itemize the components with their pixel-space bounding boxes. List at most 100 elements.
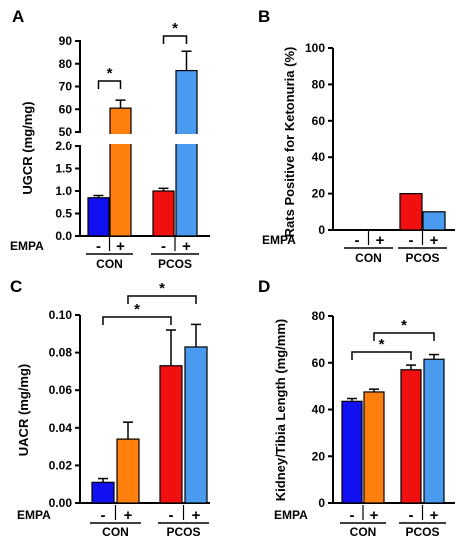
y-tick-label: 0.04 [49,421,73,435]
bar [87,197,110,237]
y-tick-label: 0.00 [49,496,73,510]
y-tick-label: 20 [312,449,326,463]
significance-star: * [134,301,140,318]
group-label: PCOS [166,525,200,539]
group-label: PCOS [405,525,439,539]
significance-bracket [102,316,172,325]
significance-bracket [127,295,197,304]
group-label: CON [102,525,129,539]
bar [423,358,445,504]
group-label: PCOS [405,251,439,265]
treatment-sign: - [96,238,101,255]
treatment-sign: + [430,232,439,249]
treatment-sign: - [350,507,355,524]
x-categories-a: EMPA - + - +CON PCOS [10,236,199,271]
panel-d: D Kidney/Tibia Length (mg/mm) 020406080 … [258,277,455,539]
axis-break-gap-a [70,134,220,144]
panel-c: C UACR (mg/mg) 0.000.020.040.060.080.10 … [10,277,210,539]
y-tick-label: 70 [59,80,73,94]
bars-b [399,193,446,231]
x-categories-c: EMPA - + - +CON PCOS [17,505,209,539]
y-tick-label: 0.5 [55,207,72,221]
y-tick-label: 80 [312,309,326,323]
y-axis-label-c: UACR (mg/mg) [16,364,31,456]
treatment-sign: + [376,232,385,249]
significance-a: ** [97,20,188,89]
significance-c: ** [102,280,197,325]
bar [400,369,422,504]
panel-label-c: C [10,277,22,296]
y-axis-label-d: Kidney/Tibia Length (mg/mm) [273,319,288,502]
y-ticks-d: 0 20 40 60 80 [312,309,333,510]
y-tick-label: 0.10 [49,308,73,322]
y-tick-label: 40 [312,403,326,417]
bars-d [341,353,445,504]
y-tick-label: 0.06 [49,383,73,397]
bar [422,211,446,231]
significance-d: ** [351,317,435,360]
treatment-label: EMPA [262,233,296,247]
y-tick-label: 60 [312,356,326,370]
y-tick-label: 80 [312,77,326,91]
x-categories-d: EMPA - + - +CON PCOS [274,505,446,539]
y-tick-label: 60 [59,102,73,116]
bar [341,400,363,504]
treatment-sign: - [409,507,414,524]
significance-bracket [351,351,412,360]
treatment-sign: + [124,507,133,524]
y-tick-label: 20 [312,187,326,201]
y-axis-label-a: UGCR (mg/mg) [20,101,35,194]
treatment-sign: - [101,507,106,524]
treatment-sign: + [116,238,125,255]
treatment-label: EMPA [10,239,44,253]
y-tick-label: 40 [312,150,326,164]
y-tick-label: 0.02 [49,458,73,472]
y-axis-label-b: Rats Positive for Ketonuria (%) [282,47,297,238]
treatment-sign: - [409,232,414,249]
treatment-sign: + [182,238,191,255]
bar [175,69,198,237]
significance-star: * [401,317,407,334]
treatment-sign: - [161,238,166,255]
panel-b: B Rats Positive for Ketonuria (%) 0 20 40 6… [258,7,455,265]
panel-label-b: B [258,7,270,26]
y-tick-label: 0 [318,223,325,237]
treatment-sign: - [169,507,174,524]
y-tick-label: 50 [59,125,73,139]
y-tick-label: 60 [312,114,326,128]
y-tick-label: 80 [59,57,73,71]
bar [159,365,183,504]
y-tick-label: 2.0 [55,139,72,153]
group-label: CON [355,251,382,265]
y-tick-label: 1.5 [55,162,72,176]
y-ticks-b: 0 20 40 60 80 100 [305,41,333,237]
y-tick-label: 100 [305,41,325,55]
y-tick-label: 0.08 [49,346,73,360]
panel-label-d: D [258,277,270,296]
significance-bracket [373,332,435,341]
x-categories-b: EMPA - + - +CON PCOS [262,230,447,265]
panel-a: A UGCR (mg/mg) 50 60 70 80 90 0.0 0.5 1.0 1.5 2.0… [10,7,220,271]
y-ticks-c: 0.00 0.02 0.04 0.06 0.08 0.10 [49,308,80,510]
significance-bracket [97,80,122,89]
bar [399,193,423,231]
bar [91,481,115,504]
treatment-sign: + [430,507,439,524]
treatment-sign: + [370,507,379,524]
bar [363,391,385,504]
y-tick-label: 0 [318,496,325,510]
y-ticks-a: 50 60 70 80 90 0.0 0.5 1.0 1.5 2.0 [55,34,80,243]
bar [116,438,140,504]
treatment-label: EMPA [17,508,51,522]
y-tick-label: 0.0 [55,229,72,243]
significance-bracket [162,35,188,44]
group-label: CON [350,525,377,539]
group-label: PCOS [158,257,192,271]
bars-a [87,50,198,237]
bars-c [91,323,208,504]
y-tick-label: 90 [59,34,73,48]
significance-star: * [379,336,385,353]
bar [184,346,208,504]
bar [109,107,132,237]
